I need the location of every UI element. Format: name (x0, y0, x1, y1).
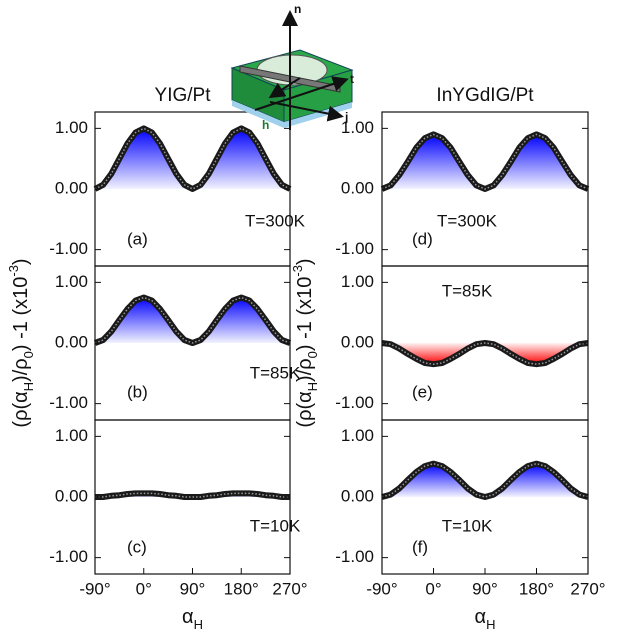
y-tick-label: 0.00 (55, 486, 88, 505)
label-part: H (21, 382, 36, 391)
x-tick-label: 180° (224, 579, 259, 598)
x-tick-label: 180° (519, 579, 554, 598)
annotation: (e) (412, 382, 433, 401)
label-part: )/ρ (294, 358, 316, 382)
y-tick-label: 1.00 (341, 118, 374, 137)
curve-points (381, 462, 589, 498)
y-tick-label: 1.00 (341, 426, 374, 445)
curve-points (381, 133, 589, 190)
x-tick-label: -90° (79, 579, 110, 598)
label-part: )/ρ (10, 358, 32, 382)
label-part: 0 (305, 351, 320, 358)
x-tick-label: 270° (272, 579, 307, 598)
annotation: T=10K (442, 516, 493, 535)
label-part: 0 (21, 351, 36, 358)
x-axis-label: αH (182, 606, 203, 632)
x-tick-label: 0° (425, 579, 441, 598)
t-axis (254, 76, 349, 111)
y-tick-label: -1.00 (49, 547, 88, 566)
y-tick-label: 0.00 (341, 486, 374, 505)
x-tick-label: 270° (570, 579, 605, 598)
x-tick-label: -90° (366, 579, 397, 598)
t-label: t (350, 72, 354, 86)
label-part: H (486, 617, 495, 632)
annotation: T=300K (437, 211, 498, 230)
y-tick-label: 0.00 (341, 332, 374, 351)
annotation: (a) (127, 229, 148, 248)
label-part: α (182, 606, 194, 628)
label-part: ) -1 (x10 (294, 277, 316, 351)
j-axis (269, 101, 344, 122)
label-part: H (194, 617, 203, 632)
label-part: ) (10, 258, 32, 265)
label-part: (ρ(α (10, 391, 32, 427)
y-tick-label: 1.00 (341, 272, 374, 291)
annotation: T=10K (250, 516, 301, 535)
y-axis-label: (ρ(αH)/ρ0) -1 (x10-3) (6, 258, 36, 427)
curve-points (94, 127, 291, 190)
y-tick-label: -1.00 (49, 239, 88, 258)
y-axis-label: (ρ(αH)/ρ0) -1 (x10-3) (290, 258, 320, 427)
j-label: j (344, 110, 348, 124)
label-part: H (305, 382, 320, 391)
label-part: -3 (6, 265, 21, 277)
area (382, 463, 588, 497)
label-part: ) -1 (x10 (10, 277, 32, 351)
plots: YIG/Pt 1.00 0.00 -1.00 T=300K (a) 1.00 0.00 -1.0… (6, 85, 606, 632)
label-part: (ρ(α (294, 391, 316, 427)
y-tick-label: -1.00 (335, 239, 374, 258)
x-axis-label: αH (475, 606, 496, 632)
x-tick-label: 90° (472, 579, 498, 598)
y-tick-label: 0.00 (55, 332, 88, 351)
panel-title: InYGdIG/Pt (436, 85, 534, 106)
y-tick-label: -1.00 (335, 393, 374, 412)
y-tick-label: -1.00 (335, 547, 374, 566)
annotation: (b) (127, 382, 148, 401)
label-part: α (475, 606, 487, 628)
label-part: -3 (290, 265, 305, 277)
annotation: (c) (127, 537, 147, 556)
y-tick-label: 1.00 (55, 118, 88, 137)
annotation: T=85K (442, 281, 493, 300)
panel-title: YIG/Pt (155, 85, 212, 106)
h-field (268, 77, 301, 99)
area (382, 134, 588, 189)
n-label: n (294, 2, 301, 16)
y-tick-label: -1.00 (49, 393, 88, 412)
annotation: (d) (412, 229, 433, 248)
h-label: h (262, 118, 269, 132)
y-tick-label: 1.00 (55, 272, 88, 291)
curve-points (94, 296, 291, 344)
curve-points (381, 342, 589, 365)
y-tick-label: 0.00 (55, 178, 88, 197)
x-tick-label: 0° (136, 579, 152, 598)
area (95, 297, 290, 343)
x-tick-label: 90° (180, 579, 206, 598)
label-part: ) (294, 258, 316, 265)
annotation: (f) (412, 537, 428, 556)
y-tick-label: 0.00 (341, 178, 374, 197)
area (382, 343, 588, 365)
y-tick-label: 1.00 (55, 426, 88, 445)
area (95, 128, 290, 189)
annotation: T=85K (250, 363, 301, 382)
curve-points (95, 492, 290, 498)
annotation: T=300K (245, 211, 306, 230)
inset-diagram: n t j h (230, 2, 354, 132)
